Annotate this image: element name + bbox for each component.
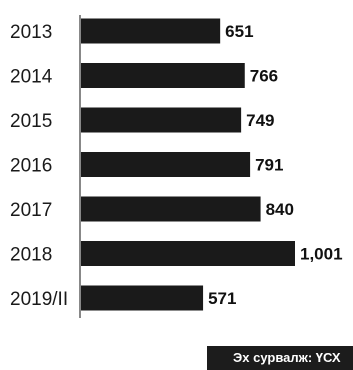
value-label: 749 <box>246 111 274 130</box>
source-note: Эх сурвалж: ҮСХ <box>207 346 353 370</box>
source-note-text: Эх сурвалж: ҮСХ <box>233 350 341 365</box>
value-label: 840 <box>266 200 294 219</box>
category-label: 2016 <box>10 156 52 177</box>
bar <box>81 107 242 133</box>
bar <box>81 63 245 88</box>
bar <box>81 241 295 266</box>
value-label: 766 <box>250 67 278 86</box>
category-label: 2017 <box>10 200 52 221</box>
value-label: 571 <box>208 289 236 308</box>
category-label: 2018 <box>10 245 52 266</box>
bar <box>81 18 221 44</box>
value-label: 651 <box>225 22 253 41</box>
category-label: 2019/II <box>10 289 68 310</box>
bar <box>81 152 251 177</box>
category-label: 2015 <box>10 111 52 132</box>
bar <box>81 196 261 222</box>
category-label: 2013 <box>10 22 52 43</box>
value-label: 791 <box>255 156 283 175</box>
bar <box>81 285 204 311</box>
value-label: 1,001 <box>300 245 343 264</box>
bars-layer: 2013 651 2014 766 2015 749 2016 791 2017 840 2018 1… <box>10 18 343 311</box>
category-label: 2014 <box>10 67 53 88</box>
